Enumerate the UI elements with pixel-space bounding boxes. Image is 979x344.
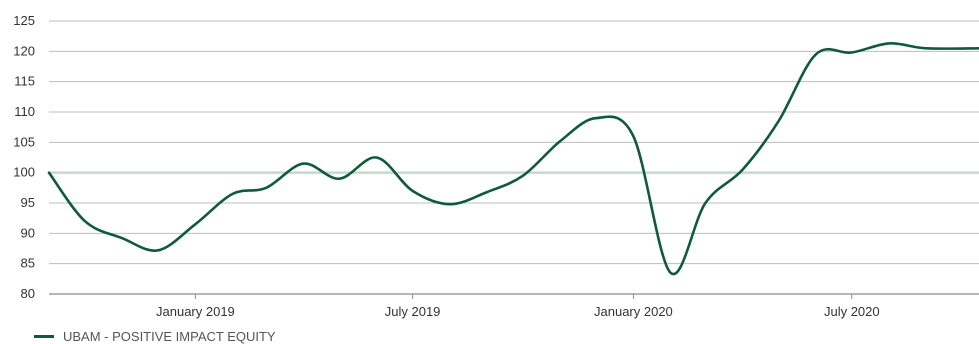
y-tick-label: 120 bbox=[13, 43, 35, 58]
y-tick-label: 85 bbox=[21, 256, 35, 271]
y-tick-label: 80 bbox=[21, 286, 35, 301]
legend-label: UBAM - POSITIVE IMPACT EQUITY bbox=[63, 329, 276, 344]
legend: UBAM - POSITIVE IMPACT EQUITY bbox=[34, 329, 276, 344]
x-axis-tick-labels: January 2019 July 2019 January 2020 July 20… bbox=[156, 294, 880, 319]
y-tick-label: 90 bbox=[21, 225, 35, 240]
series-line-0 bbox=[47, 42, 979, 276]
y-axis-tick-labels: 80 85 90 95 100 105 110 115 120 125 bbox=[13, 13, 35, 301]
x-tick-label: July 2019 bbox=[385, 304, 441, 319]
y-tick-label: 125 bbox=[13, 13, 35, 28]
legend-swatch bbox=[34, 335, 54, 338]
y-tick-label: 105 bbox=[13, 134, 35, 149]
y-tick-label: 110 bbox=[14, 104, 35, 119]
x-tick-label: January 2019 bbox=[156, 304, 235, 319]
y-tick-label: 115 bbox=[14, 74, 35, 89]
y-tick-label: 100 bbox=[13, 165, 35, 180]
x-tick-label: January 2020 bbox=[594, 304, 673, 319]
x-tick-label: July 2020 bbox=[824, 304, 880, 319]
y-tick-label: 95 bbox=[21, 195, 35, 210]
series-lines bbox=[47, 42, 979, 276]
grid-lines bbox=[49, 20, 979, 295]
